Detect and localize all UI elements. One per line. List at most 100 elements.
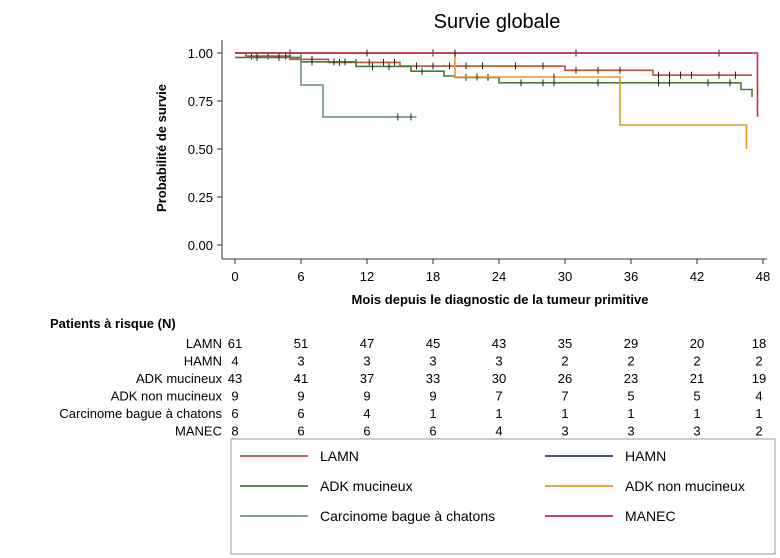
risk-cell: 6	[429, 424, 436, 439]
legend-label: ADK non mucineux	[625, 478, 745, 494]
legend-item-carcinome-bague-a-chatons: Carcinome bague à chatons	[240, 508, 495, 524]
legend-label: Carcinome bague à chatons	[320, 508, 495, 524]
series-layer	[235, 49, 759, 149]
risk-cell: 3	[363, 354, 370, 369]
risk-cell: 30	[492, 371, 506, 386]
risk-cell: 4	[231, 354, 238, 369]
risk-cell: 35	[558, 336, 572, 351]
risk-cell: 6	[231, 406, 238, 421]
risk-cell: 1	[495, 406, 502, 421]
risk-cell: 61	[228, 336, 242, 351]
x-tick-label: 48	[756, 269, 770, 284]
risk-row-label: Carcinome bague à chatons	[59, 406, 222, 421]
risk-cell: 1	[755, 406, 762, 421]
risk-cell: 6	[297, 424, 304, 439]
risk-cell: 26	[558, 371, 572, 386]
x-tick-label: 36	[624, 269, 638, 284]
x-tick-label: 42	[690, 269, 704, 284]
risk-cell: 3	[561, 424, 568, 439]
risk-table-title: Patients à risque (N)	[50, 316, 176, 331]
x-tick-label: 18	[426, 269, 440, 284]
x-tick-label: 6	[297, 269, 304, 284]
risk-cell: 6	[363, 424, 370, 439]
x-tick-label: 12	[360, 269, 374, 284]
risk-cell: 9	[297, 389, 304, 404]
risk-cell: 19	[752, 371, 766, 386]
y-axis-label: Probabilité de survie	[154, 84, 169, 212]
risk-cell: 2	[693, 354, 700, 369]
series-lamn	[235, 52, 752, 79]
risk-cell: 6	[297, 406, 304, 421]
risk-cell: 29	[624, 336, 638, 351]
legend-label: MANEC	[625, 508, 676, 524]
risk-cell: 3	[429, 354, 436, 369]
risk-cell: 41	[294, 371, 308, 386]
y-tick-label: 0.00	[188, 238, 213, 253]
risk-cell: 1	[627, 406, 634, 421]
risk-row-label: ADK mucineux	[136, 371, 222, 386]
risk-row-label: MANEC	[175, 424, 222, 439]
risk-cell: 37	[360, 371, 374, 386]
y-tick-label: 0.25	[188, 190, 213, 205]
risk-cell: 8	[231, 424, 238, 439]
risk-cell: 2	[755, 424, 762, 439]
km-curve	[235, 52, 759, 117]
legend-item-adk-mucineux: ADK mucineux	[240, 478, 413, 494]
risk-cell: 4	[363, 406, 370, 421]
legend-label: HAMN	[625, 448, 666, 464]
series-manec	[235, 49, 759, 117]
legend-item-manec: MANEC	[545, 508, 676, 524]
legend-item-adk-non-mucineux: ADK non mucineux	[545, 478, 745, 494]
legend: LAMN HAMN ADK mucineux ADK non mucineux Carc…	[240, 448, 745, 524]
risk-cell: 45	[426, 336, 440, 351]
legend-label: LAMN	[320, 448, 359, 464]
x-axis-label: Mois depuis le diagnostic de la tumeur p…	[352, 292, 649, 307]
risk-cell: 20	[690, 336, 704, 351]
y-tick-label: 0.75	[188, 94, 213, 109]
risk-cell: 3	[297, 354, 304, 369]
legend-label: ADK mucineux	[320, 478, 413, 494]
legend-item-lamn: LAMN	[240, 448, 359, 464]
risk-row-label: LAMN	[186, 336, 222, 351]
x-tick-label: 30	[558, 269, 572, 284]
series-adk-non-mucineux	[235, 52, 748, 149]
risk-row-label: HAMN	[184, 354, 222, 369]
risk-cell: 2	[627, 354, 634, 369]
risk-cell: 9	[231, 389, 238, 404]
risk-cell: 3	[693, 424, 700, 439]
risk-cell: 9	[363, 389, 370, 404]
risk-cell: 5	[693, 389, 700, 404]
km-curve	[235, 52, 748, 149]
risk-cell: 1	[561, 406, 568, 421]
risk-cell: 51	[294, 336, 308, 351]
risk-cell: 1	[693, 406, 700, 421]
risk-cell: 3	[627, 424, 634, 439]
risk-cell: 47	[360, 336, 374, 351]
risk-cell: 43	[228, 371, 242, 386]
chart-title: Survie globale	[434, 11, 561, 33]
risk-cell: 21	[690, 371, 704, 386]
y-tick-label: 0.50	[188, 142, 213, 157]
axes: 0.00 0.25 0.50 0.75 1.00 0 6 12 18 24 30 36 42 48	[188, 40, 770, 284]
risk-cell: 7	[561, 389, 568, 404]
risk-cell: 2	[755, 354, 762, 369]
risk-row-label: ADK non mucineux	[111, 389, 223, 404]
x-tick-label: 24	[492, 269, 506, 284]
risk-cell: 3	[495, 354, 502, 369]
risk-cell: 2	[561, 354, 568, 369]
risk-cell: 23	[624, 371, 638, 386]
risk-cell: 4	[755, 389, 762, 404]
y-tick-label: 1.00	[188, 46, 213, 61]
x-tick-label: 0	[231, 269, 238, 284]
legend-box	[230, 438, 776, 555]
risk-cell: 1	[429, 406, 436, 421]
risk-cell: 18	[752, 336, 766, 351]
risk-cell: 7	[495, 389, 502, 404]
risk-cell: 43	[492, 336, 506, 351]
risk-cell: 5	[627, 389, 634, 404]
risk-cell: 33	[426, 371, 440, 386]
risk-cell: 9	[429, 389, 436, 404]
legend-item-hamn: HAMN	[545, 448, 666, 464]
